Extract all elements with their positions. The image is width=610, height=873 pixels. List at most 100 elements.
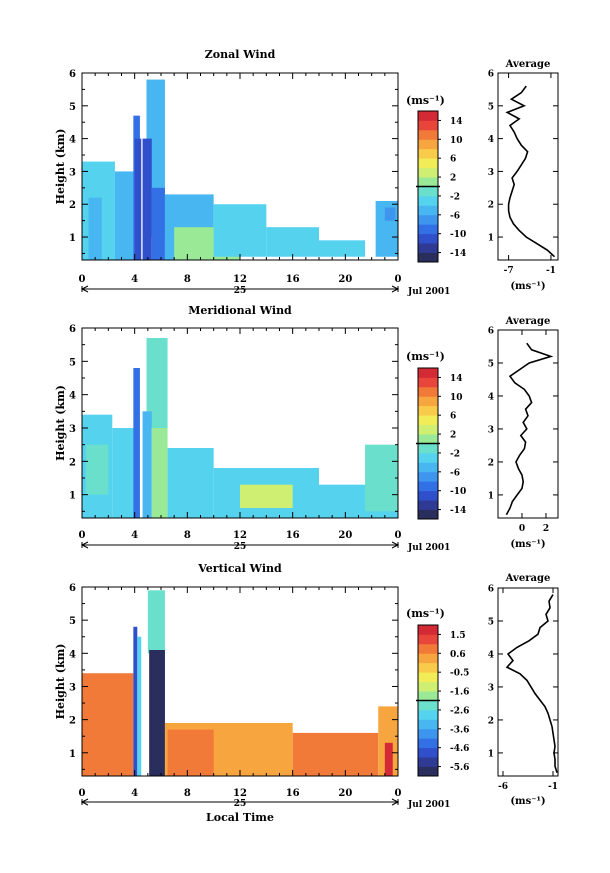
y-tick-label: 3 (69, 424, 76, 435)
profile-y-tick-label: 5 (488, 359, 494, 369)
colorbar-label: -2 (450, 192, 460, 202)
echo-cell (384, 742, 393, 776)
y-tick-label: 6 (69, 69, 76, 80)
profile-y-tick-label: 3 (488, 683, 494, 693)
y-tick-label: 2 (69, 457, 76, 468)
profile-line (505, 594, 558, 773)
colorbar-swatch (418, 452, 438, 463)
colorbar-label: -3.6 (450, 725, 469, 735)
colorbar-swatch (418, 177, 438, 187)
panel-title: Vertical Wind (197, 562, 282, 575)
profile-x-tick-label: 0 (519, 524, 525, 534)
colorbar-label: 6 (450, 155, 456, 165)
colorbar-swatch (418, 719, 438, 730)
colorbar-label: -10 (450, 487, 466, 497)
echo-cell (292, 732, 379, 776)
colorbar-swatch (418, 111, 438, 121)
y-axis-label: Height (km) (54, 385, 67, 461)
echo-cell (134, 138, 142, 260)
colorbar-label: 2 (450, 431, 456, 441)
profile-y-tick-label: 6 (488, 327, 494, 337)
colorbar-swatch (418, 509, 438, 520)
colorbar-swatch (418, 424, 438, 435)
echo-cell (240, 484, 293, 508)
date-bar-arrow (391, 541, 400, 549)
y-tick-label: 5 (69, 357, 76, 368)
x-tick-label: 12 (233, 530, 247, 541)
x-tick-label: 4 (131, 788, 138, 799)
colorbar-swatch (418, 766, 438, 777)
colorbar-swatch (418, 471, 438, 482)
echo-cell (142, 138, 152, 260)
profile-y-tick-label: 3 (488, 425, 494, 435)
colorbar-swatch (418, 186, 438, 197)
colorbar-swatch (418, 195, 438, 206)
y-tick-label: 2 (69, 200, 76, 211)
echo-cell (133, 368, 140, 518)
profile-y-tick-label: 5 (488, 102, 494, 112)
colorbar-swatch (418, 148, 438, 159)
x-tick-label: 16 (286, 530, 300, 541)
x-tick-label: 0 (395, 274, 402, 285)
date-bar-arrow (80, 285, 89, 293)
echo-cell (142, 411, 152, 518)
colorbar-swatch (418, 691, 438, 701)
y-tick-label: 5 (69, 102, 76, 113)
echo-cell (85, 699, 115, 770)
profile-frame-2 (497, 587, 559, 777)
echo-cell (112, 428, 135, 518)
colorbar-swatch (418, 700, 438, 711)
profile-x-label: (ms⁻¹) (510, 539, 545, 550)
x-tick-label: 20 (338, 788, 352, 799)
profile-title: Average (505, 316, 551, 327)
colorbar-swatch (418, 728, 438, 739)
colorbar-swatch (418, 167, 438, 178)
colorbar-swatch (418, 709, 438, 720)
y-tick-label: 1 (69, 749, 76, 760)
echo-cell (149, 650, 165, 776)
colorbar-swatch (418, 500, 438, 510)
echo-cell (167, 448, 214, 518)
echo-cell (137, 636, 142, 776)
date-bar-arrow (80, 798, 89, 806)
panel-title: Meridional Wind (188, 304, 292, 317)
colorbar-swatch (418, 139, 438, 150)
colorbar-label: -14 (450, 506, 466, 516)
profile-line (505, 85, 556, 258)
colorbar-swatch (418, 368, 438, 378)
x-tick-label: 0 (395, 530, 402, 541)
colorbar-swatch (418, 634, 438, 645)
echo-cell (378, 706, 398, 776)
x-tick-label: 8 (184, 788, 191, 799)
echo-cell (151, 428, 168, 518)
x-tick-label: 16 (286, 274, 300, 285)
date-day: 25 (234, 542, 247, 552)
colorbar-label: -4.6 (450, 744, 469, 754)
profile-y-tick-label: 1 (488, 234, 494, 244)
colorbar-label: 6 (450, 412, 456, 422)
y-tick-label: 6 (69, 583, 76, 594)
colorbar-label: -6 (450, 211, 460, 221)
date-bar-arrow (80, 541, 89, 549)
y-tick-label: 1 (69, 233, 76, 244)
profile-title: Average (505, 573, 551, 584)
x-tick-label: 20 (338, 274, 352, 285)
echo-cell (266, 227, 319, 257)
profile-y-tick-label: 3 (488, 168, 494, 178)
y-tick-label: 1 (69, 491, 76, 502)
echo-cell (151, 187, 165, 260)
x-axis-label: Local Time (206, 811, 274, 824)
profile-frame-0 (497, 72, 559, 261)
y-tick-label: 4 (69, 649, 76, 660)
profile-y-tick-label: 4 (488, 650, 494, 660)
colorbar-label: 10 (450, 136, 463, 146)
date-label: Jul 2001 (407, 800, 450, 810)
x-tick-label: 12 (233, 274, 247, 285)
colorbar-swatch (418, 386, 438, 397)
colorbar-swatch (418, 738, 438, 749)
colorbar-swatch (418, 490, 438, 501)
colorbar-swatch (418, 681, 438, 692)
colorbar-swatch (418, 129, 438, 140)
colorbar-swatch (418, 224, 438, 235)
colorbar-label: -1.6 (450, 688, 469, 698)
